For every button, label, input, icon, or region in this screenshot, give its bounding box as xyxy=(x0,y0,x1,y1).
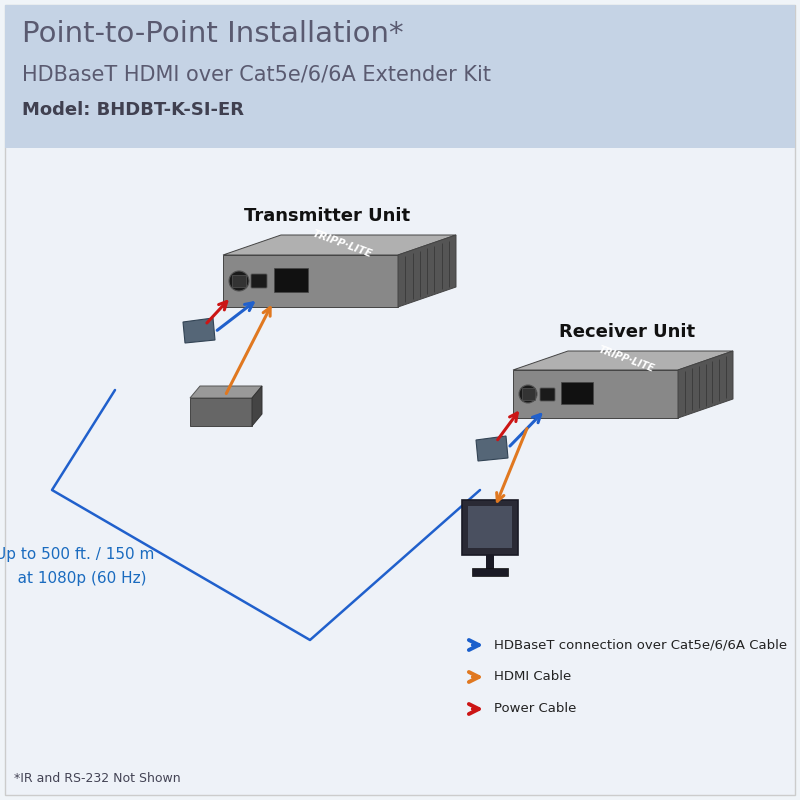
FancyBboxPatch shape xyxy=(5,5,795,148)
Polygon shape xyxy=(190,398,252,426)
Polygon shape xyxy=(476,436,508,461)
Polygon shape xyxy=(513,351,733,370)
Text: TRIPP·LITE: TRIPP·LITE xyxy=(311,229,374,259)
Polygon shape xyxy=(183,318,215,343)
Polygon shape xyxy=(223,255,398,307)
Text: at 1080p (60 Hz): at 1080p (60 Hz) xyxy=(3,570,146,586)
FancyBboxPatch shape xyxy=(251,274,267,288)
Polygon shape xyxy=(513,370,678,418)
Circle shape xyxy=(229,271,249,291)
Text: HDBaseT connection over Cat5e/6/6A Cable: HDBaseT connection over Cat5e/6/6A Cable xyxy=(494,638,787,651)
Text: Receiver Unit: Receiver Unit xyxy=(559,323,695,341)
FancyBboxPatch shape xyxy=(5,5,795,795)
FancyBboxPatch shape xyxy=(561,382,593,404)
Polygon shape xyxy=(398,235,456,307)
Polygon shape xyxy=(190,386,262,398)
Text: TRIPP·LITE: TRIPP·LITE xyxy=(596,345,655,374)
Text: Model: BHDBT-K-SI-ER: Model: BHDBT-K-SI-ER xyxy=(22,101,244,119)
Polygon shape xyxy=(223,235,456,255)
FancyBboxPatch shape xyxy=(468,506,512,548)
FancyBboxPatch shape xyxy=(232,275,246,287)
FancyBboxPatch shape xyxy=(274,268,308,292)
Polygon shape xyxy=(462,500,518,555)
Polygon shape xyxy=(678,351,733,418)
Polygon shape xyxy=(252,386,262,426)
Text: HDBaseT HDMI over Cat5e/6/6A Extender Kit: HDBaseT HDMI over Cat5e/6/6A Extender Ki… xyxy=(22,64,491,84)
Text: Up to 500 ft. / 150 m: Up to 500 ft. / 150 m xyxy=(0,547,154,562)
Text: *IR and RS-232 Not Shown: *IR and RS-232 Not Shown xyxy=(14,772,181,785)
Text: HDMI Cable: HDMI Cable xyxy=(494,670,571,683)
Text: Transmitter Unit: Transmitter Unit xyxy=(244,207,410,225)
FancyBboxPatch shape xyxy=(522,388,535,400)
Text: Point-to-Point Installation*: Point-to-Point Installation* xyxy=(22,20,404,48)
FancyBboxPatch shape xyxy=(472,568,508,576)
FancyBboxPatch shape xyxy=(486,555,494,569)
Circle shape xyxy=(519,385,537,403)
Text: Power Cable: Power Cable xyxy=(494,702,576,715)
FancyBboxPatch shape xyxy=(540,388,555,401)
